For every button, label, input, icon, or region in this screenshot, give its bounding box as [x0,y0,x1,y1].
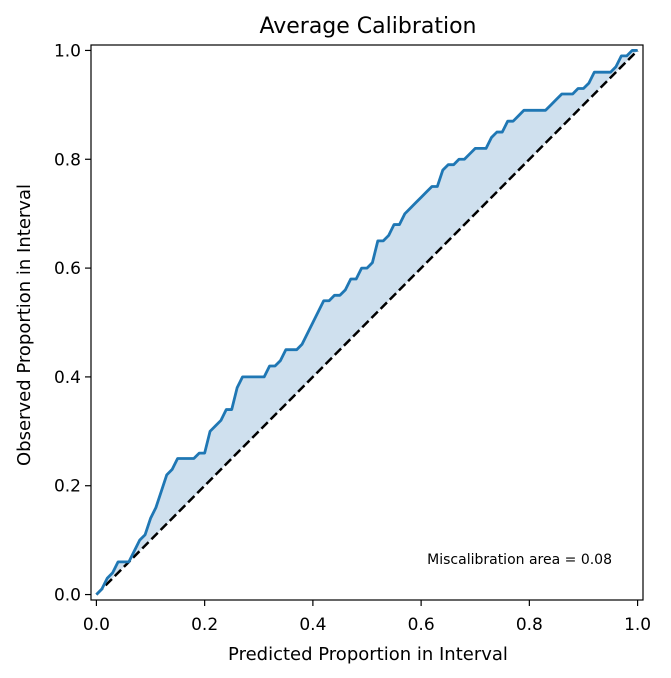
y-tick-label: 0.2 [54,477,81,497]
x-tick-label: 1.0 [624,615,651,635]
y-tick-label: 0.0 [54,586,81,606]
x-axis-label: Predicted Proportion in Interval [228,644,508,665]
y-axis-ticks: 0.0 0.2 0.4 0.6 0.8 1.0 [54,41,91,606]
x-tick-label: 0.6 [408,615,435,635]
y-axis-label: Observed Proportion in Interval [14,184,35,466]
y-tick-label: 0.6 [54,259,81,279]
observed-calibration-line [95,49,638,596]
y-tick-label: 0.4 [54,368,81,388]
x-tick-label: 0.4 [299,615,326,635]
x-tick-label: 0.0 [83,615,110,635]
x-axis-ticks: 0.0 0.2 0.4 0.6 0.8 1.0 [83,600,651,635]
chart-title: Average Calibration [259,14,476,39]
plot-area [90,44,644,601]
x-tick-label: 0.8 [516,615,543,635]
miscalibration-area-fill [96,50,638,595]
plot-frame [90,44,644,601]
y-tick-label: 0.8 [54,150,81,170]
y-tick-label: 1.0 [54,41,81,61]
x-tick-label: 0.2 [191,615,218,635]
ideal-calibration-line [95,49,639,596]
miscalibration-annotation: Miscalibration area = 0.08 [427,552,612,568]
